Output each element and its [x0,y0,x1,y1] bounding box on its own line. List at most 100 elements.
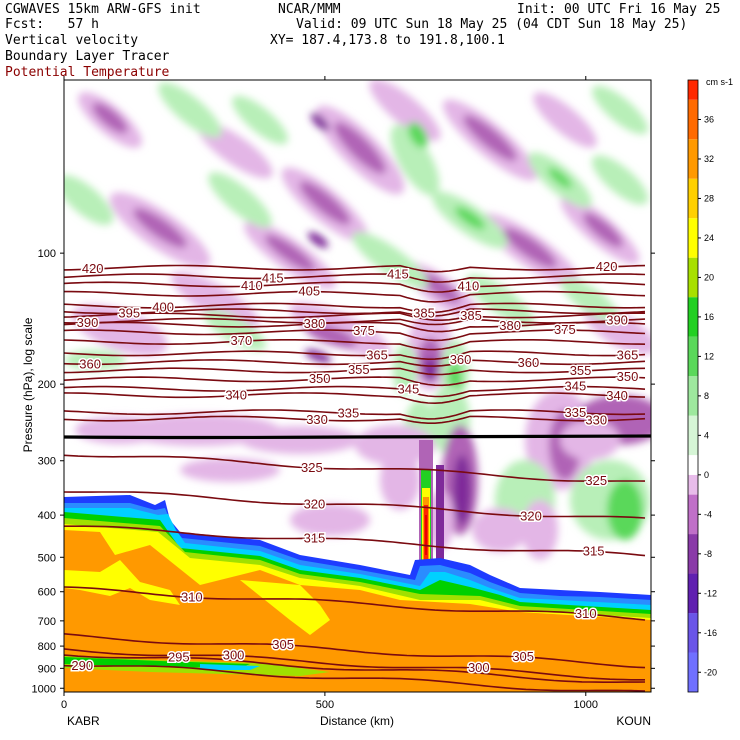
colorbar-segment [688,376,698,416]
theta-contour-label: 365 [366,348,388,363]
theta-contour-label: 380 [499,318,521,333]
y-tick-label: 800 [38,641,56,653]
theta-contour-label: 335 [564,405,586,420]
x-tick-label: 500 [316,699,334,711]
theta-contour-label: 415 [387,266,409,281]
theta-contour [64,376,646,387]
colorbar-segment [688,613,698,653]
endpoint-label-left: KABR [67,714,100,728]
colorbar-segment [688,336,698,377]
theta-contour-label: 355 [348,362,370,377]
x-tick-label: 0 [61,699,67,711]
init-time: Init: 00 UTC Fri 16 May 25 [517,2,721,17]
endpoint-label-right: KOUN [616,714,651,728]
colorbar-tick-label: -16 [704,628,717,638]
field-label-bl-tracer: Boundary Layer Tracer [5,49,170,64]
tropopause-line [64,434,651,440]
colorbar-units: cm s-1 [706,77,733,87]
theta-contour-label: 375 [554,322,576,337]
y-tick-label: 300 [38,456,56,468]
potential-temperature-contours [64,264,646,692]
colorbar-segment [688,415,698,456]
theta-contour [64,654,646,683]
colorbar-tick-label: 16 [704,312,714,322]
y-tick-label: 600 [38,587,56,599]
theta-contour [64,281,646,293]
colorbar-tick-label: 36 [704,114,714,124]
theta-contour [64,525,646,557]
theta-contour [64,415,646,424]
cross-section-endpoints: XY= 187.4,173.8 to 191.8,100.1 [270,33,505,48]
theta-contour-label: 310 [575,606,597,621]
colorbar-segment [688,257,698,298]
colorbar-segment [688,297,698,337]
theta-contour-label: 420 [596,259,618,274]
y-tick-label: 200 [38,379,56,391]
colorbar-segment [688,474,698,495]
convective-updraft [419,440,444,575]
theta-contour-label: 295 [168,650,190,665]
colorbar-segment [688,494,698,535]
y-axis: 100 200 300 400 500 600 700 800 900 1000 [32,248,655,695]
theta-contour-label: 415 [262,270,284,285]
colorbar-tick-label: 20 [704,272,714,282]
y-tick-label: 900 [38,663,56,675]
theta-contour [64,359,646,367]
colorbar-tick-label: 8 [704,391,709,401]
colorbar-frame [687,79,699,693]
colorbar-tick-label: 0 [704,470,709,480]
theta-contour-label: 305 [512,649,534,664]
theta-contour [64,367,646,376]
forecast-hour: Fcst: 57 h [5,17,99,32]
x-tick-label: 1000 [574,699,598,711]
theta-contour [64,339,646,351]
colorbar-tick-label: 4 [704,430,709,440]
theta-contour-label: 360 [518,355,540,370]
theta-contour-label: 350 [617,369,639,384]
theta-contour-label: 340 [225,388,247,403]
theta-contour [64,409,646,420]
boundary-layer-tracer [64,495,651,692]
colorbar-segment [688,218,698,258]
y-tick-label: 500 [38,552,56,564]
theta-contour-label: 300 [468,660,490,675]
theta-contour-label: 320 [304,496,326,511]
colorbar-segment [688,455,698,475]
colorbar-segment [688,534,698,574]
theta-contour [64,385,646,398]
theta-contour [64,302,646,314]
field-label-potential-temperature: Potential Temperature [5,65,170,80]
theta-contour-label: 335 [338,405,360,420]
field-label-vertical-velocity: Vertical velocity [5,33,139,48]
theta-contour-label: 355 [570,363,592,378]
theta-contour-label: 410 [458,279,480,294]
vertical-velocity-colorbar: 36 32 28 24 20 16 12 8 4 0 -4 -8 -12 -16 -20 [687,79,717,693]
theta-contour-label: 365 [617,347,639,362]
theta-contour [64,648,645,681]
x-axis: 0 500 1000 [61,76,598,711]
theta-contour-label: 380 [304,316,326,331]
theta-contour [64,312,645,321]
theta-contour-label: 400 [152,300,174,315]
theta-contour [64,273,646,283]
colorbar-segment [688,573,698,614]
theta-contour-label: 385 [460,308,482,323]
y-tick-label: 400 [38,510,56,522]
theta-contour [64,264,646,273]
theta-contour-label: 315 [304,530,326,545]
colorbar-segment [688,652,698,692]
theta-contour [64,664,646,692]
theta-contour-label: 330 [585,413,607,428]
theta-contour [64,454,646,482]
theta-contour-label: 310 [181,590,203,605]
theta-contour [64,392,646,405]
colorbar-tick-label: 12 [704,351,714,361]
y-tick-label: 700 [38,616,56,628]
theta-contour-label: 395 [118,305,140,320]
theta-contour-label: 405 [298,284,320,299]
theta-contour-label: 350 [309,371,331,386]
theta-contour [64,350,646,361]
colorbar-tick-label: -8 [704,549,712,559]
theta-contour [64,329,646,342]
